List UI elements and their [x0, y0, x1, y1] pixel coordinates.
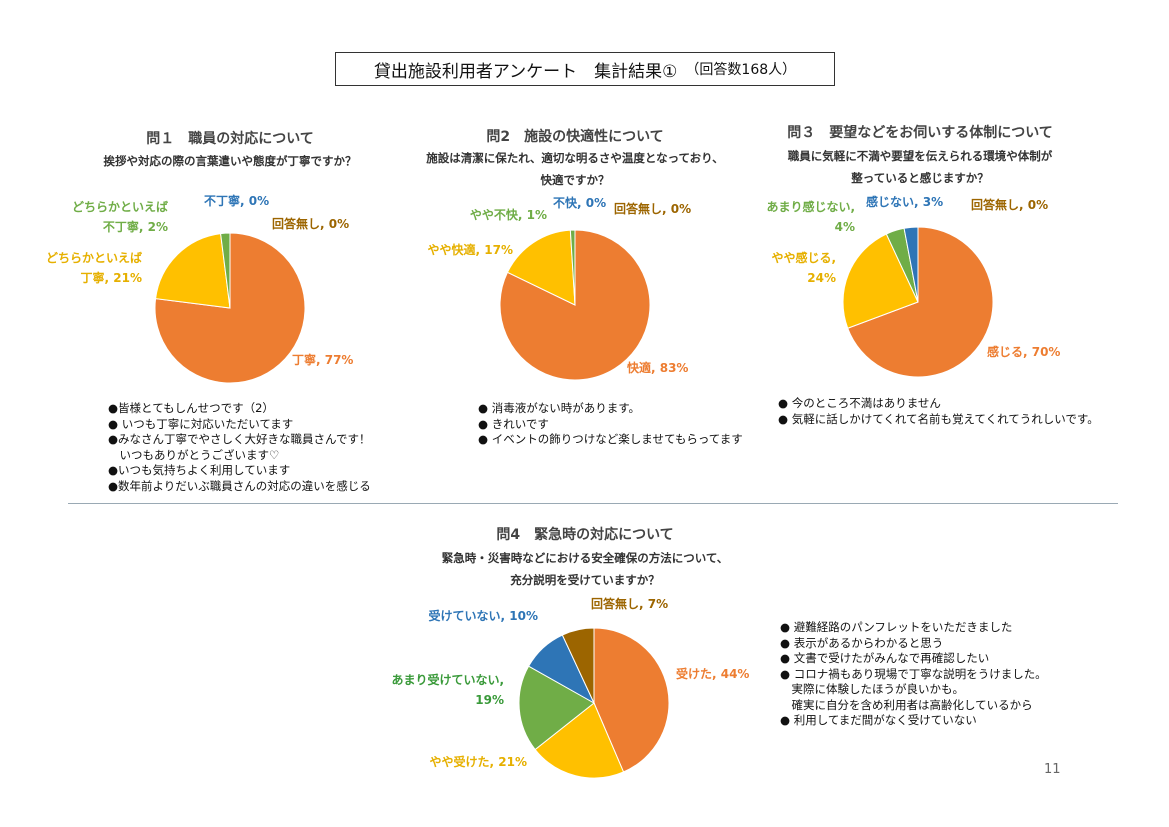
q1-comment: ●数年前よりだいぶ職員さんの対応の違いを感じる: [108, 478, 371, 493]
pie-data-label-line: 回答無し, 0%: [614, 201, 691, 216]
pie-data-label-line: やや快適, 17%: [428, 242, 513, 257]
pie-data-label-line: 回答無し, 0%: [272, 216, 349, 231]
pie-slice: [569, 229, 576, 306]
pie-chart-1: 丁寧, 77%どちらかといえば丁寧, 21%どちらかといえば不丁寧, 2%不丁寧…: [46, 193, 353, 384]
pie-data-label-line: 不快, 0%: [553, 195, 606, 210]
q4-comment: ● 避難経路のパンフレットをいただきました: [780, 620, 1013, 634]
pie-data-label-line: やや受けた, 21%: [430, 754, 527, 769]
pie-data-label-line: 4%: [835, 220, 855, 234]
q2-comment: ● 消毒液がない時があります。: [478, 401, 641, 415]
pie-data-label-line: どちらかといえば: [46, 250, 142, 265]
pie-slice: [903, 226, 919, 303]
pie-data-label-line: やや不快, 1%: [470, 207, 547, 222]
page-title: 貸出施設利用者アンケート 集計結果① （回答数168人）: [335, 52, 835, 86]
pie-data-label: やや感じる, 24%: [771, 250, 836, 285]
pie-slice: [842, 233, 919, 329]
q1-subtitle: 挨拶や対応の際の言葉遣いや態度が丁寧ですか？: [103, 154, 357, 168]
q3-title: 問３ 要望などをお伺いする体制について: [787, 125, 1053, 141]
pie-data-label: 受けていない, 10%: [429, 608, 538, 623]
pie-data-label: 感じる, 70%: [987, 344, 1060, 359]
q1-title: 問１ 職員の対応について: [146, 131, 314, 147]
pie-chart-3: 感じる, 70% やや感じる, 24% あまり感じない, 4% 感じない, 3% 回答無し,…: [766, 194, 1060, 378]
q3-comments: ● 今のところ不満はありません ● 気軽に話しかけてくれて名前も覚えてくれてうれ…: [778, 396, 1099, 427]
pie-data-label-line: 感じる, 70%: [987, 344, 1060, 359]
pie-slice: [154, 232, 306, 384]
q1-comment: ●いつも気持ちよく利用しています: [108, 463, 291, 477]
pie-data-label-line: あまり受けていない,: [391, 672, 504, 687]
q3-subtitle: 職員に気軽に不満や要望を伝えられる環境や体制が 整っていると感じますか？: [787, 149, 1053, 185]
pie-data-label: 回答無し, 0%: [614, 201, 691, 216]
pie-data-label: やや快適, 17%: [428, 242, 513, 257]
q3-comment: ● 気軽に話しかけてくれて名前も覚えてくれてうれしいです。: [778, 411, 1099, 426]
q2-subtitle: 施設は清潔に保たれ、適切な明るさや温度となっており、 快適ですか？: [426, 151, 724, 187]
pie-chart-2: 快適, 83% やや快適, 17% やや不快, 1% 不快, 0% 回答無し, 0%: [428, 195, 691, 381]
q4-comment: ● コロナ禍もあり現場で丁寧な説明をうけました。: [780, 666, 1047, 681]
pie-slice: [220, 232, 231, 309]
pie-data-label-line: 不丁寧, 0%: [204, 193, 269, 208]
pie-slice: [155, 233, 231, 309]
q3-comment: ● 今のところ不満はありません: [778, 396, 941, 410]
pie-slice: [593, 627, 670, 773]
q1-comment: ●みなさん丁寧でやさしく大好きな職員さんです！: [108, 432, 371, 446]
q4-comment: ● 表示があるからわかると思う: [780, 635, 944, 650]
q1-comment: ● いつも丁寧に対応いただいてます: [108, 416, 294, 431]
pie-data-label-line: 感じない, 3%: [866, 194, 943, 209]
q1-comments: ●皆様とてもしんせつです（2） ● いつも丁寧に対応いただいてます ●みなさん丁…: [108, 401, 371, 494]
pie-data-label-line: あまり感じない,: [766, 199, 855, 214]
pie-data-label-line: 19%: [475, 693, 504, 707]
page-number: 11: [1044, 762, 1061, 777]
pie-slice: [534, 702, 625, 779]
pie-data-label: 不快, 0%: [553, 195, 606, 210]
pie-data-label-line: やや感じる,: [771, 250, 836, 265]
pie-data-label-line: どちらかといえば: [72, 199, 168, 214]
pie-slice: [847, 226, 994, 378]
page-title-count: （回答数168人）: [685, 62, 797, 78]
q2-comments: ● 消毒液がない時があります。 ● きれいです ● イベントの飾りつけなど楽しま…: [478, 401, 743, 448]
q4-comment: ● 文書で受けたがみんなで再確認したい: [780, 651, 990, 665]
pie-slice: [518, 665, 595, 751]
pie-data-label: どちらかといえば丁寧, 21%: [46, 250, 142, 285]
pie-data-label: 回答無し, 7%: [591, 596, 668, 611]
q4-title: 問4 緊急時の対応について: [496, 527, 674, 543]
pie-data-label: 感じない, 3%: [866, 194, 943, 209]
q1-comment: ●皆様とてもしんせつです（2）: [108, 401, 274, 415]
pie-slice: [506, 229, 576, 306]
q2-comment: ● きれいです: [478, 416, 549, 431]
q4-comment: ● 利用してまだ間がなく受けていない: [780, 713, 977, 727]
pie-slice: [561, 627, 595, 704]
q1-comment: いつもありがとうございます♡: [108, 447, 280, 462]
pie-chart-4: 受けた, 44% やや受けた, 21% あまり受けていない, 19% 受けていない, 1…: [391, 596, 749, 779]
pie-data-label-line: 回答無し, 7%: [591, 596, 668, 611]
pie-data-label-line: 24%: [807, 271, 836, 285]
pie-data-label: 受けた, 44%: [676, 666, 749, 681]
pie-data-label-line: 受けていない, 10%: [429, 608, 538, 623]
q4-subtitle: 緊急時・災害時などにおける安全確保の方法について、 充分説明を受けていますか？: [441, 551, 729, 587]
pie-data-label: やや受けた, 21%: [430, 754, 527, 769]
pie-data-label-line: 丁寧, 77%: [292, 352, 353, 367]
pie-data-label: あまり感じない, 4%: [766, 199, 855, 234]
pie-data-label-line: 丁寧, 21%: [81, 270, 142, 285]
pie-data-label-line: 快適, 83%: [627, 360, 688, 375]
pie-data-label: 回答無し, 0%: [272, 216, 349, 231]
pie-data-label-line: 不丁寧, 2%: [103, 219, 168, 234]
section-divider: [68, 503, 1118, 504]
q4-comment: 実際に体験したほうが良いかも。: [780, 682, 964, 696]
pie-data-label: やや不快, 1%: [470, 207, 547, 222]
q2-title: 問2 施設の快適性について: [486, 129, 664, 145]
pie-data-label: 不丁寧, 0%: [204, 193, 269, 208]
pie-data-label: どちらかといえば不丁寧, 2%: [72, 199, 168, 234]
page-title-main: 貸出施設利用者アンケート 集計結果①: [373, 61, 678, 82]
pie-data-label: あまり受けていない, 19%: [391, 672, 504, 707]
pie-data-label: 快適, 83%: [627, 360, 688, 375]
pie-data-label-line: 回答無し, 0%: [971, 197, 1048, 212]
pie-data-label: 丁寧, 77%: [292, 352, 353, 367]
pie-data-label-line: 受けた, 44%: [676, 666, 749, 681]
pie-data-label: 回答無し, 0%: [971, 197, 1048, 212]
q4-comment: 確実に自分を含め利用者は高齢化しているから: [780, 697, 1033, 712]
q4-comments: ● 避難経路のパンフレットをいただきました ● 表示があるからわかると思う ● …: [780, 620, 1047, 729]
q2-comment: ● イベントの飾りつけなど楽しませてもらってます: [478, 432, 743, 446]
